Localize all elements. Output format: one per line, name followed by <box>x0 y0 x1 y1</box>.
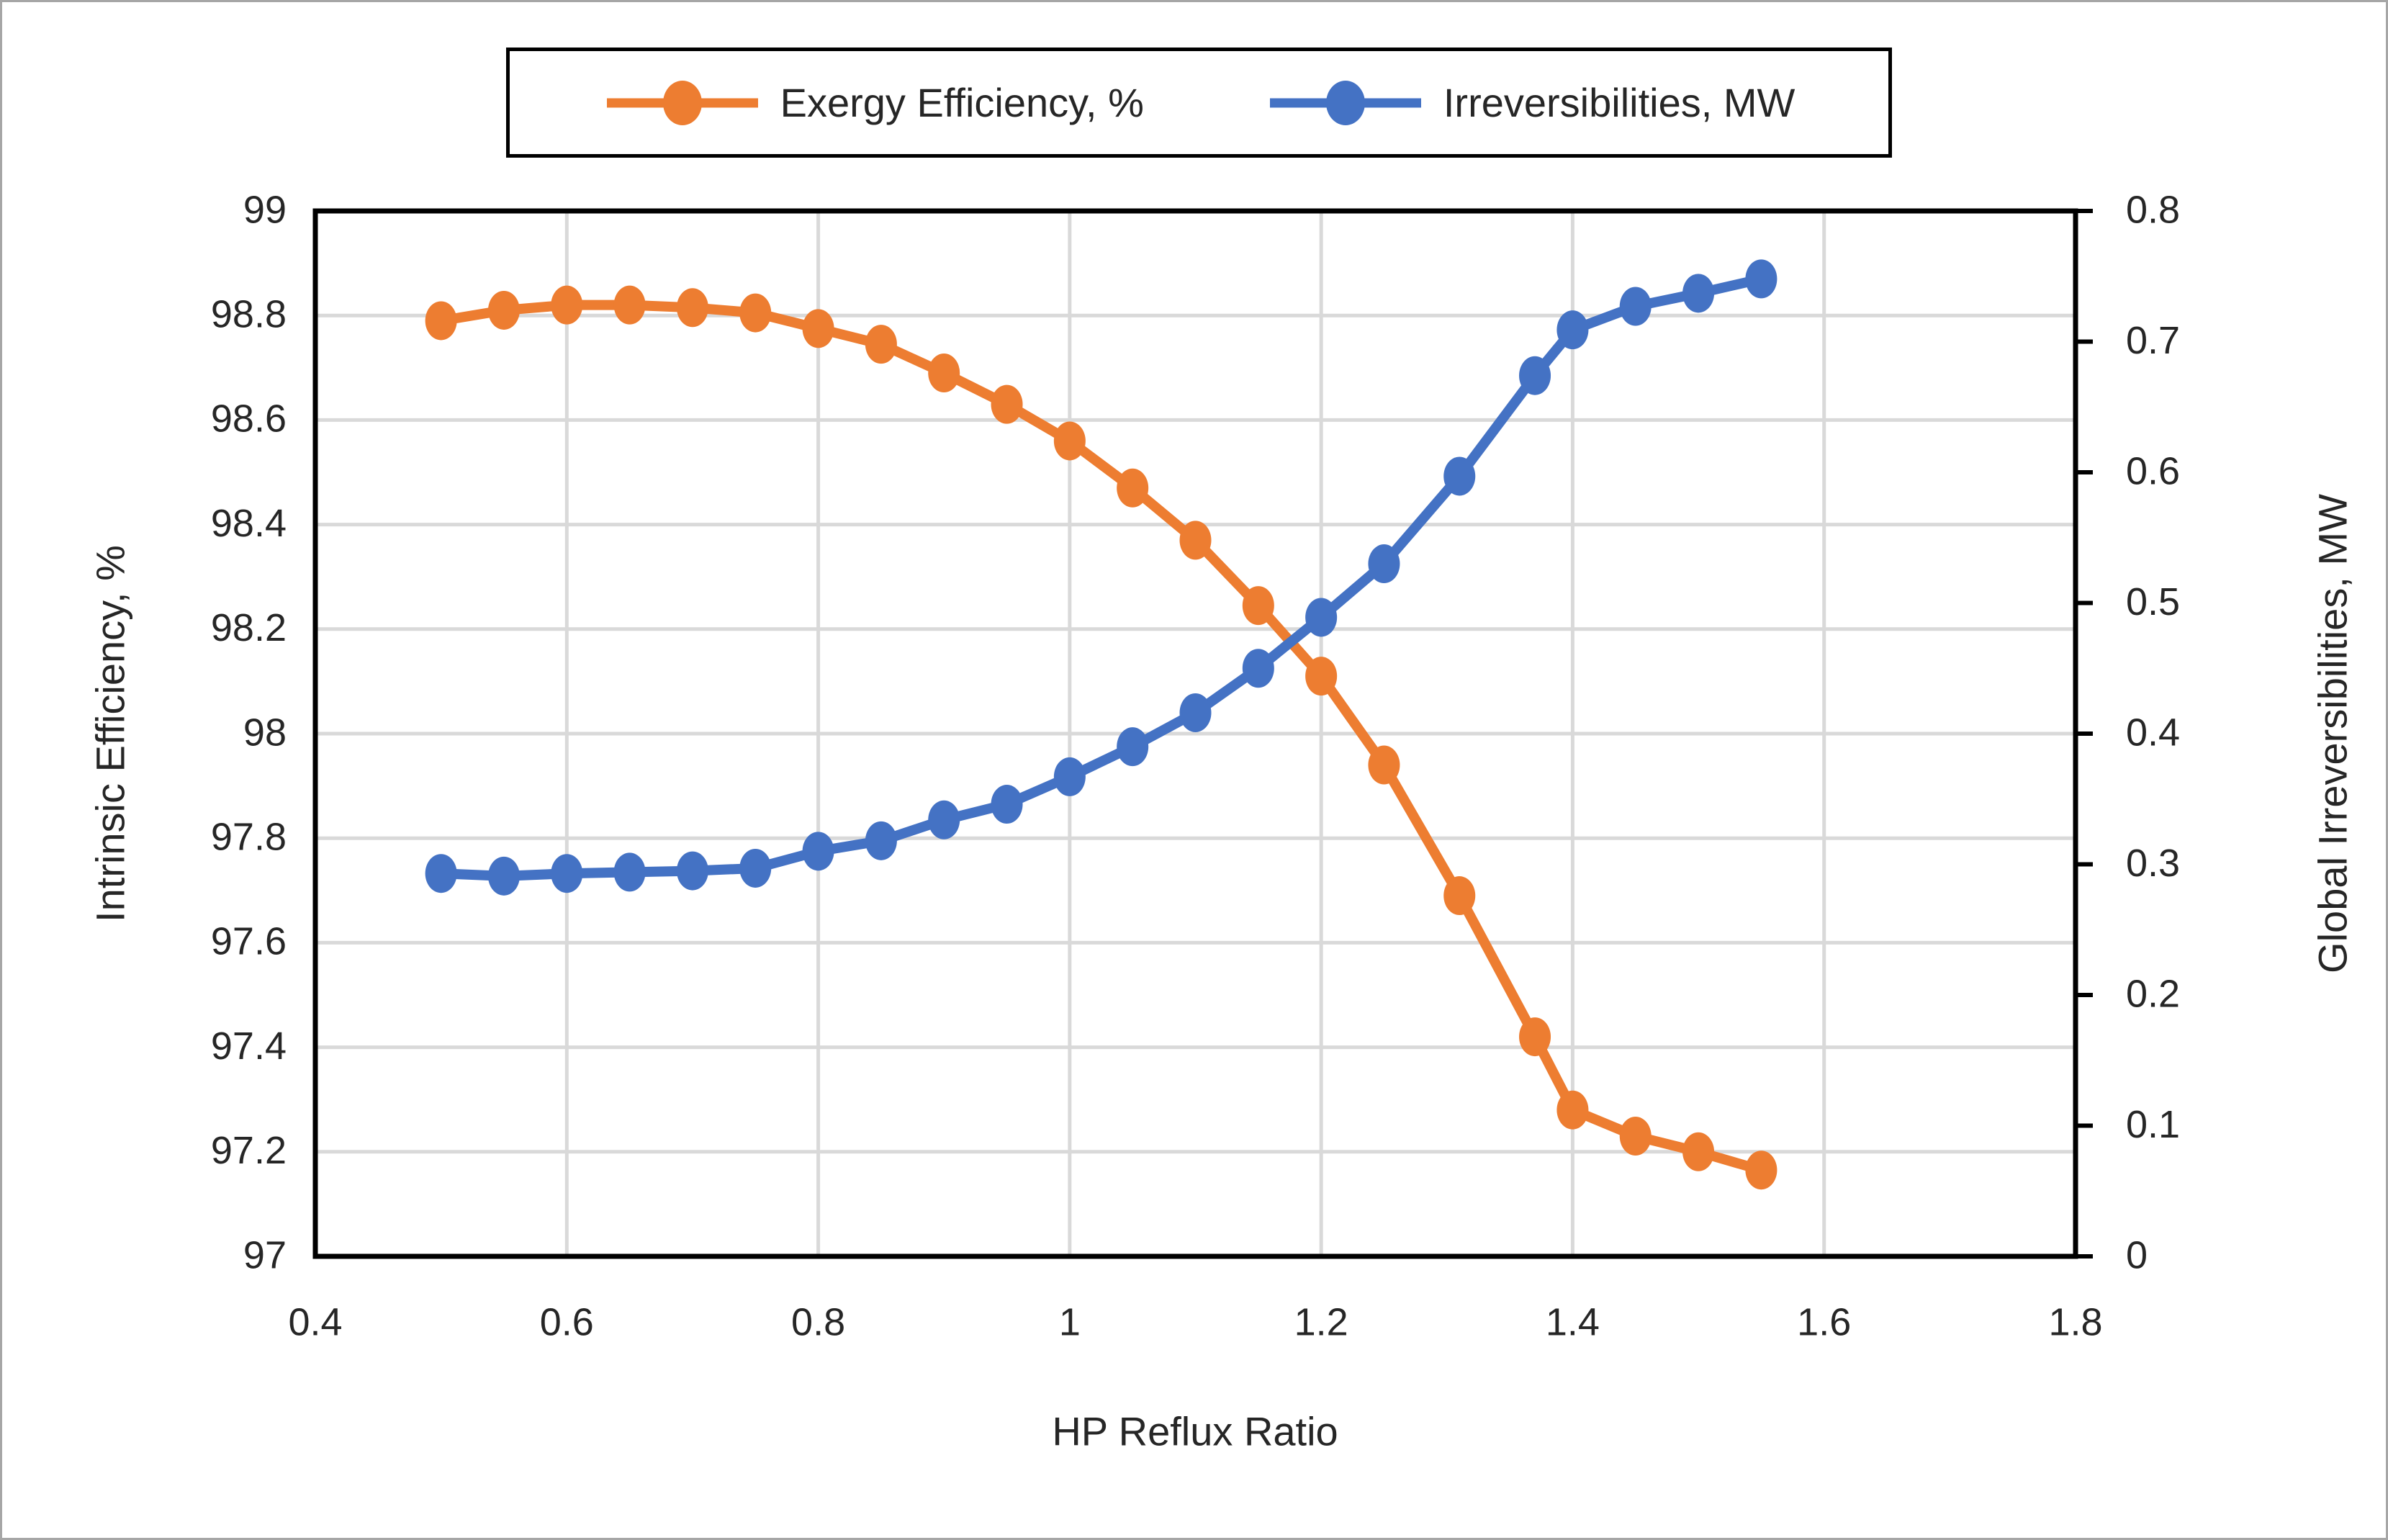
x-axis-title: HP Reflux Ratio <box>1052 1408 1338 1454</box>
right-axis-tick-label: 0.6 <box>2126 449 2180 492</box>
left-axis-tick-label: 97.2 <box>211 1129 287 1172</box>
irreversibilities-series-marker-icon <box>1269 80 1421 125</box>
x-axis-tick-label: 0.4 <box>288 1300 342 1343</box>
series-marker-0 <box>739 293 772 333</box>
x-axis-tick-label: 1.8 <box>2048 1300 2102 1343</box>
series-marker-0 <box>425 301 457 341</box>
x-axis-tick-label: 0.6 <box>540 1300 594 1343</box>
series-marker-1 <box>1242 649 1274 688</box>
legend-label-exergy-efficiency: Exergy Efficiency, % <box>780 80 1144 125</box>
series-marker-0 <box>1305 657 1338 696</box>
right-axis-tick-label: 0.1 <box>2126 1103 2180 1146</box>
x-axis-tick-label: 0.8 <box>791 1300 845 1343</box>
series-marker-0 <box>1443 876 1476 916</box>
series-marker-1 <box>676 851 708 891</box>
left-axis-tick-label: 99 <box>243 188 287 231</box>
series-marker-0 <box>1619 1117 1652 1156</box>
series-marker-1 <box>551 854 583 893</box>
series-marker-1 <box>1682 274 1715 313</box>
series-marker-0 <box>1556 1090 1589 1130</box>
legend-label-irreversibilities: Irreversibilities, MW <box>1443 80 1795 125</box>
left-axis-tick-label: 97.6 <box>211 920 287 963</box>
series-marker-1 <box>1305 598 1338 637</box>
series-marker-0 <box>676 288 708 328</box>
series-marker-1 <box>487 856 520 896</box>
exergy-series-marker-icon <box>606 80 758 125</box>
x-axis-tick-label: 1.4 <box>1546 1300 1600 1343</box>
legend-item-exergy-efficiency: Exergy Efficiency, % <box>603 79 1144 126</box>
left-axis-tick-label: 98.4 <box>211 502 287 545</box>
left-axis-tick-label: 97.8 <box>211 815 287 858</box>
series-marker-1 <box>1519 356 1551 395</box>
x-axis-tick-label: 1.6 <box>1797 1300 1851 1343</box>
series-marker-0 <box>1682 1132 1715 1171</box>
series-marker-0 <box>1745 1151 1778 1190</box>
series-marker-0 <box>1179 521 1212 560</box>
left-axis-tick-label: 98.8 <box>211 292 287 336</box>
x-axis-tick-label: 1.2 <box>1294 1300 1348 1343</box>
y-axis-title-left: Intrinsic Efficiency, % <box>87 545 133 922</box>
series-marker-0 <box>928 354 960 393</box>
right-axis-tick-label: 0 <box>2126 1233 2148 1276</box>
series-marker-1 <box>1443 456 1476 496</box>
series-marker-0 <box>1519 1017 1551 1057</box>
series-marker-0 <box>1242 586 1274 626</box>
series-line-1 <box>436 274 1767 881</box>
series-marker-0 <box>802 309 834 348</box>
x-axis-tick-label: 1 <box>1059 1300 1081 1343</box>
right-axis-tick-label: 0.3 <box>2126 842 2180 885</box>
series-marker-0 <box>613 285 646 325</box>
legend: Exergy Efficiency, % Irreversibilities, … <box>506 48 1892 158</box>
series-marker-0 <box>865 325 897 364</box>
series-marker-1 <box>1619 287 1652 326</box>
series-marker-1 <box>991 785 1023 824</box>
series-marker-1 <box>1117 727 1149 767</box>
series-marker-1 <box>865 821 897 860</box>
series-marker-0 <box>1368 745 1400 785</box>
series-marker-0 <box>551 285 583 325</box>
series-line-0 <box>436 300 1767 1176</box>
right-axis-tick-label: 0.2 <box>2126 972 2180 1015</box>
series-marker-0 <box>1117 468 1149 508</box>
series-marker-0 <box>991 384 1023 424</box>
series-marker-1 <box>802 832 834 871</box>
series-marker-1 <box>1556 310 1589 350</box>
left-axis-tick-label: 98.6 <box>211 397 287 441</box>
series-marker-0 <box>1053 421 1086 461</box>
series-marker-0 <box>487 290 520 330</box>
series-marker-1 <box>1179 693 1212 732</box>
series-marker-1 <box>739 848 772 888</box>
series-marker-1 <box>928 800 960 839</box>
right-axis-tick-label: 0.5 <box>2126 580 2180 623</box>
series-marker-1 <box>1368 544 1400 584</box>
series-marker-1 <box>425 854 457 893</box>
left-axis-tick-label: 97 <box>243 1233 287 1276</box>
right-axis-tick-label: 0.7 <box>2126 319 2180 362</box>
right-axis-tick-label: 0.4 <box>2126 711 2180 754</box>
left-axis-tick-label: 98.2 <box>211 606 287 649</box>
right-axis-tick-label: 0.8 <box>2126 188 2180 231</box>
series-marker-1 <box>1745 259 1778 299</box>
series-marker-1 <box>613 852 646 892</box>
left-axis-tick-label: 97.4 <box>211 1025 287 1068</box>
y-axis-title-right: Global Irreversibilities, MW <box>2310 494 2356 973</box>
legend-item-irreversibilities: Irreversibilities, MW <box>1266 79 1795 126</box>
series-marker-1 <box>1053 757 1086 796</box>
left-axis-tick-label: 98 <box>243 711 287 754</box>
